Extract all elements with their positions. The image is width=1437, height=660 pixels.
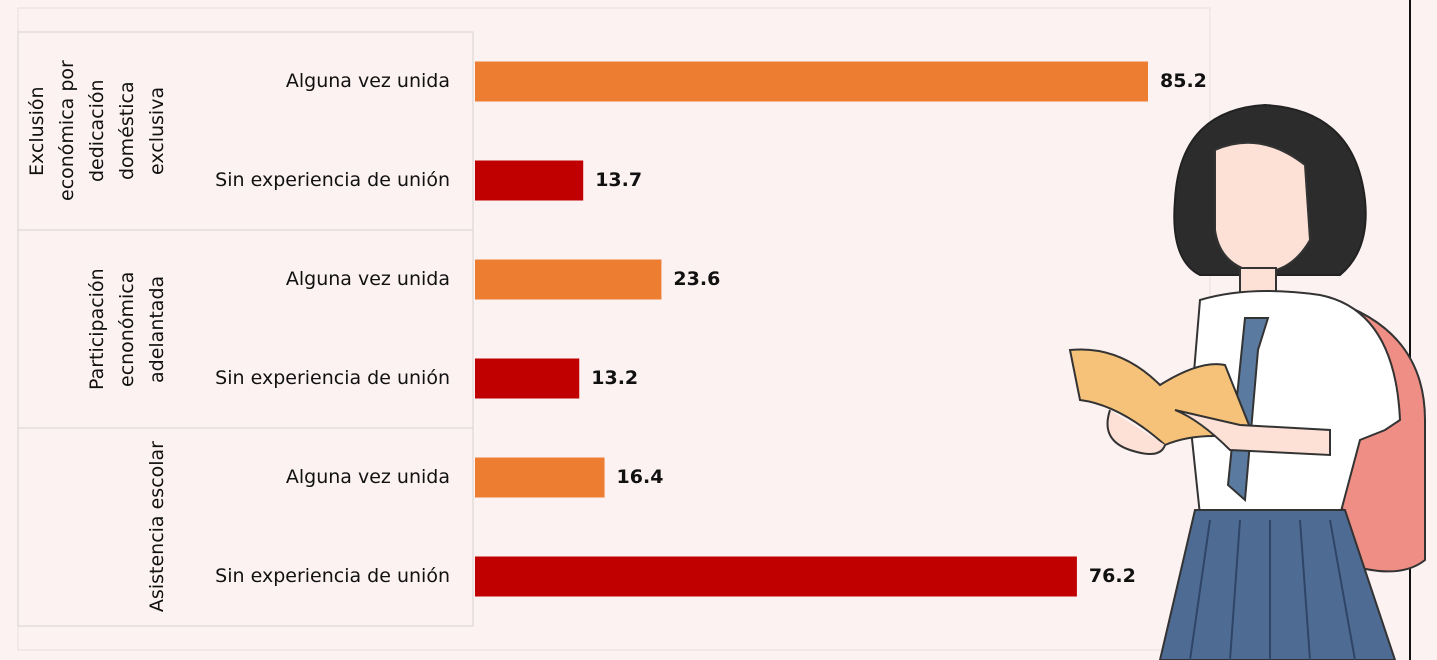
bar xyxy=(475,359,579,399)
group-label-box: Exclusión económica por dedicación domés… xyxy=(22,32,172,230)
category-label: Alguna vez unida xyxy=(286,466,450,488)
chart: Alguna vez unida 85.2 Sin experiencia de u… xyxy=(0,0,1437,660)
group-label: Participación ecnonómica adelantada xyxy=(82,235,172,423)
bar xyxy=(475,62,1148,102)
value-label: 13.7 xyxy=(595,169,642,191)
category-label: Sin experiencia de unión xyxy=(215,565,450,587)
bar xyxy=(475,458,605,498)
category-label: Sin experiencia de unión xyxy=(215,169,450,191)
bar xyxy=(475,557,1077,597)
category-label: Alguna vez unida xyxy=(286,268,450,290)
group-label-box: Asistencia escolar xyxy=(22,428,172,626)
value-label: 23.6 xyxy=(673,268,720,290)
value-label: 85.2 xyxy=(1160,70,1207,92)
value-label: 13.2 xyxy=(591,367,638,389)
group-label: Exclusión económica por dedicación domés… xyxy=(22,37,172,225)
bar xyxy=(475,260,661,300)
group-label: Asistencia escolar xyxy=(142,441,172,612)
category-label: Sin experiencia de unión xyxy=(215,367,450,389)
bar xyxy=(475,161,583,201)
category-label: Alguna vez unida xyxy=(286,70,450,92)
page: Alguna vez unida 85.2 Sin experiencia de u… xyxy=(0,0,1437,660)
value-label: 16.4 xyxy=(617,466,664,488)
value-label: 76.2 xyxy=(1089,565,1136,587)
group-label-box: Participación ecnonómica adelantada xyxy=(22,230,172,428)
